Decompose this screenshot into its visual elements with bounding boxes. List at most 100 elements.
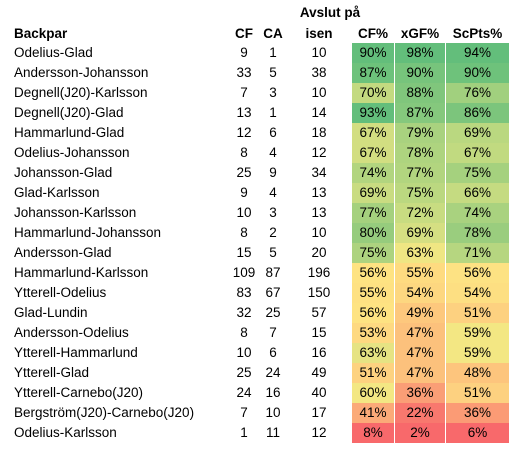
ca-cell: 4 — [269, 185, 277, 200]
cf-pct-cell: 90% — [352, 43, 394, 63]
total-cell: 10 — [311, 45, 327, 60]
table-row: Ytterell-Hammarlund 10 6 16 63% 47% 59% — [0, 343, 527, 363]
table-row: Hammarlund-Johansson 8 2 10 80% 69% 78% — [0, 223, 527, 243]
cf-cell: 109 — [232, 265, 256, 280]
total-cell: 49 — [311, 365, 327, 380]
scpts-pct-cell: 67% — [446, 143, 509, 163]
xgf-pct-cell: 88% — [395, 83, 445, 103]
xgf-pct-cell: 63% — [395, 243, 445, 263]
table-row: Glad-Karlsson 9 4 13 69% 75% 66% — [0, 183, 527, 203]
cf-cell: 25 — [236, 165, 252, 180]
table-row: Degnell(J20)-Glad 13 1 14 93% 87% 86% — [0, 103, 527, 123]
cf-cell: 15 — [236, 245, 252, 260]
total-cell: 196 — [307, 265, 331, 280]
pair-name: Bergström(J20)-Carnebo(J20) — [14, 405, 195, 420]
scpts-pct-cell: 48% — [446, 363, 509, 383]
cf-pct-cell: 41% — [352, 403, 394, 423]
scpts-pct-cell: 51% — [446, 383, 509, 403]
ca-cell: 10 — [265, 405, 281, 420]
header-ca: CA — [263, 26, 283, 41]
scpts-pct-cell: 59% — [446, 323, 509, 343]
ca-cell: 7 — [269, 325, 277, 340]
cf-pct-cell: 69% — [352, 183, 394, 203]
pair-name: Ytterell-Odelius — [14, 285, 107, 300]
cf-cell: 7 — [240, 85, 248, 100]
header-xgf-pct: xGF% — [400, 26, 440, 41]
scpts-pct-cell: 36% — [446, 403, 509, 423]
cf-cell: 32 — [236, 305, 252, 320]
cf-pct-cell: 75% — [352, 243, 394, 263]
ca-cell: 4 — [269, 145, 277, 160]
cf-cell: 10 — [236, 345, 252, 360]
xgf-pct-cell: 87% — [395, 103, 445, 123]
table-row: Andersson-Johansson 33 5 38 87% 90% 90% — [0, 63, 527, 83]
cf-cell: 8 — [240, 225, 248, 240]
total-cell: 17 — [311, 405, 327, 420]
ca-cell: 5 — [269, 245, 277, 260]
cf-pct-cell: 8% — [352, 423, 394, 443]
pair-name: Johansson-Glad — [14, 165, 113, 180]
scpts-pct-cell: 94% — [446, 43, 509, 63]
cf-cell: 25 — [236, 365, 252, 380]
table-row: Ytterell-Odelius 83 67 150 55% 54% 54% — [0, 283, 527, 303]
pair-name: Degnell(J20)-Karlsson — [14, 85, 148, 100]
cf-cell: 9 — [240, 185, 248, 200]
scpts-pct-cell: 6% — [446, 423, 509, 443]
table-row: Odelius-Karlsson 1 11 12 8% 2% 6% — [0, 423, 527, 443]
xgf-pct-cell: 98% — [395, 43, 445, 63]
table-row: Bergström(J20)-Carnebo(J20) 7 10 17 41% 22% 36… — [0, 403, 527, 423]
scpts-pct-cell: 51% — [446, 303, 509, 323]
cf-pct-cell: 51% — [352, 363, 394, 383]
total-cell: 10 — [311, 225, 327, 240]
pair-name: Andersson-Odelius — [14, 325, 129, 340]
cf-cell: 83 — [236, 285, 252, 300]
xgf-pct-cell: 90% — [395, 63, 445, 83]
pair-name: Ytterell-Carnebo(J20) — [14, 385, 144, 400]
header-row: Backpar CF CA isen CF% xGF% ScPts% — [0, 24, 527, 44]
ca-cell: 11 — [265, 425, 280, 440]
table-row: Hammarlund-Glad 12 6 18 67% 79% 69% — [0, 123, 527, 143]
scpts-pct-cell: 59% — [446, 343, 509, 363]
total-cell: 12 — [311, 145, 327, 160]
xgf-pct-cell: 47% — [395, 343, 445, 363]
xgf-pct-cell: 79% — [395, 123, 445, 143]
pair-name: Hammarlund-Glad — [14, 125, 125, 140]
scpts-pct-cell: 69% — [446, 123, 509, 143]
ca-cell: 9 — [269, 165, 277, 180]
cf-cell: 12 — [236, 125, 252, 140]
table-row: Hammarlund-Karlsson 109 87 196 56% 55% 56% — [0, 263, 527, 283]
cf-pct-cell: 67% — [352, 123, 394, 143]
cf-pct-cell: 70% — [352, 83, 394, 103]
cf-cell: 8 — [240, 325, 248, 340]
total-cell: 150 — [307, 285, 331, 300]
cf-cell: 8 — [240, 145, 248, 160]
total-cell: 57 — [311, 305, 327, 320]
cf-pct-cell: 80% — [352, 223, 394, 243]
cf-cell: 7 — [240, 405, 248, 420]
total-cell: 34 — [311, 165, 327, 180]
scpts-pct-cell: 75% — [446, 163, 509, 183]
total-cell: 13 — [311, 185, 327, 200]
total-cell: 12 — [311, 425, 327, 440]
total-cell: 16 — [311, 345, 327, 360]
xgf-pct-cell: 77% — [395, 163, 445, 183]
xgf-pct-cell: 2% — [395, 423, 445, 443]
cf-pct-cell: 77% — [352, 203, 394, 223]
pair-name: Odelius-Johansson — [14, 145, 130, 160]
scpts-pct-cell: 86% — [446, 103, 509, 123]
ca-cell: 3 — [269, 205, 277, 220]
cf-cell: 24 — [236, 385, 252, 400]
pair-name: Odelius-Glad — [14, 45, 93, 60]
pair-name: Ytterell-Glad — [14, 365, 90, 380]
xgf-pct-cell: 69% — [395, 223, 445, 243]
xgf-pct-cell: 78% — [395, 143, 445, 163]
scpts-pct-cell: 66% — [446, 183, 509, 203]
ca-cell: 5 — [269, 65, 277, 80]
pair-name: Andersson-Glad — [14, 245, 112, 260]
total-cell: 20 — [311, 245, 327, 260]
ca-cell: 1 — [269, 45, 277, 60]
total-cell: 38 — [311, 65, 327, 80]
table-row: Odelius-Johansson 8 4 12 67% 78% 67% — [0, 143, 527, 163]
pair-name: Johansson-Karlsson — [14, 205, 137, 220]
